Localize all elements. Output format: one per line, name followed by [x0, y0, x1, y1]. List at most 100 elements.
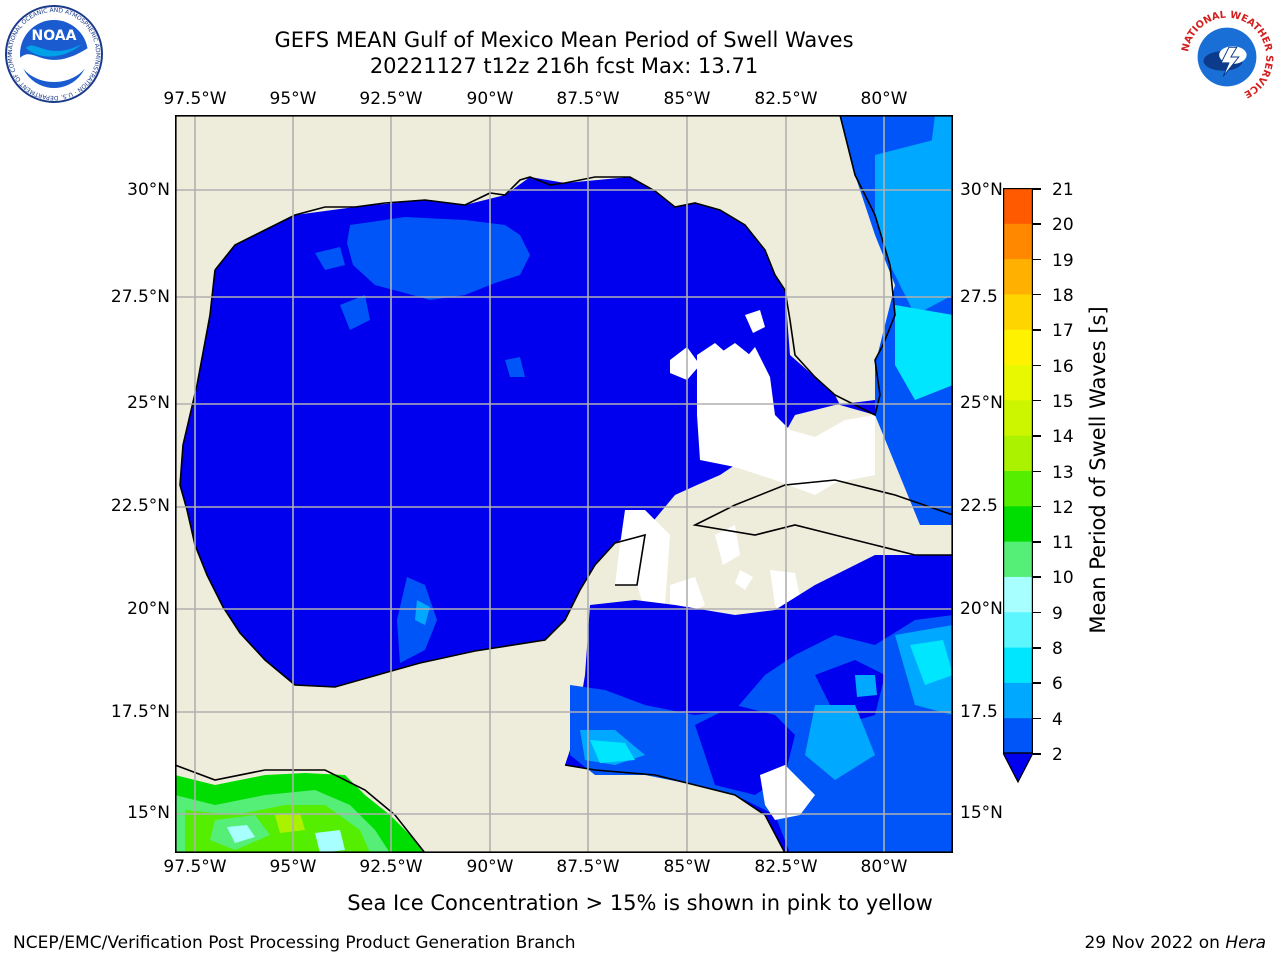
chart-subtitle: 20221127 t12z 216h fcst Max: 13.71 — [369, 54, 759, 78]
colorbar-tick: 15 — [1052, 391, 1074, 412]
lat-tick-right: 27.5 — [960, 287, 998, 307]
colorbar-cell — [1003, 611, 1033, 648]
pacific-water — [275, 813, 305, 833]
colorbar-tick: 6 — [1052, 674, 1063, 695]
lat-tick-left: 17.5°N — [110, 702, 170, 722]
colorbar-tick-mark — [1033, 470, 1041, 472]
lat-tick-right: 15°N — [960, 803, 1003, 823]
colorbar — [1003, 188, 1033, 784]
footer-host: Hera — [1225, 933, 1266, 953]
coastlines — [175, 115, 953, 853]
missing-data-patch — [735, 570, 753, 590]
caribbean-swell — [910, 640, 953, 685]
map-panel — [175, 115, 954, 854]
lon-tick-bottom: 80°W — [860, 857, 908, 877]
sea-ice-note: Sea Ice Concentration > 15% is shown in … — [347, 891, 933, 915]
coastline-pacific — [175, 764, 426, 853]
colorbar-tick: 8 — [1052, 639, 1063, 660]
lon-tick-bottom: 90°W — [466, 857, 514, 877]
coastline-mexico — [179, 269, 646, 688]
lat-tick-right: 25°N — [960, 393, 1003, 413]
colorbar-cell — [1003, 576, 1033, 613]
colorbar-tick: 14 — [1052, 427, 1074, 448]
atlantic-swell — [875, 135, 953, 315]
colorbar-cell — [1003, 682, 1033, 719]
gulf-shelf-swell — [347, 217, 530, 300]
colorbar-cell — [1003, 717, 1033, 754]
colorbar-cell — [1003, 541, 1033, 577]
colorbar-cell — [1003, 647, 1033, 683]
lon-tick-top: 87.5°W — [556, 89, 620, 109]
colorbar-tick-mark — [1033, 258, 1041, 261]
lat-tick-left: 15°N — [127, 803, 170, 823]
colorbar-tick: 9 — [1052, 603, 1063, 624]
nws-logo: NATIONAL WEATHER SERVICE — [1179, 10, 1274, 105]
lon-tick-top: 92.5°W — [359, 89, 423, 109]
missing-data-patch — [760, 765, 815, 820]
lat-tick-right: 30°N — [960, 180, 1003, 200]
colorbar-tick: 10 — [1052, 568, 1074, 589]
pacific-water — [227, 825, 255, 843]
caribbean-swell — [805, 705, 875, 780]
colorbar-tick-mark — [1033, 717, 1041, 720]
colorbar-tick: 20 — [1052, 215, 1074, 236]
atlantic-swell — [895, 305, 953, 400]
colorbar-tick-mark — [1033, 682, 1041, 684]
colorbar-cell — [1003, 188, 1033, 224]
missing-data-patch — [720, 343, 750, 377]
colorbar-tick: 19 — [1052, 250, 1074, 271]
footer-credit: NCEP/EMC/Verification Post Processing Pr… — [13, 933, 576, 953]
colorbar-cell — [1003, 329, 1033, 366]
colorbar-tick-mark — [1033, 753, 1041, 755]
colorbar-tick: 18 — [1052, 285, 1074, 306]
lat-tick-left: 25°N — [127, 393, 170, 413]
colorbar-tick: 13 — [1052, 462, 1074, 483]
footer-date: 29 Nov 2022 on Hera — [1084, 933, 1266, 953]
colorbar-tick: 16 — [1052, 356, 1074, 377]
map-frame — [175, 115, 954, 854]
colorbar-tick-mark — [1033, 188, 1041, 190]
lon-tick-bottom: 97.5°W — [163, 857, 227, 877]
colorbar-cell — [1003, 435, 1033, 471]
lon-tick-bottom: 95°W — [269, 857, 317, 877]
colorbar-tick: 21 — [1052, 180, 1074, 200]
colorbar-tick: 12 — [1052, 497, 1074, 518]
lon-tick-bottom: 87.5°W — [556, 857, 620, 877]
lon-tick-top: 80°W — [860, 89, 908, 109]
colorbar-tick-mark — [1033, 505, 1041, 508]
colorbar-tick-mark — [1033, 576, 1041, 578]
colorbar-tick-mark — [1033, 364, 1041, 367]
missing-data-patch — [715, 525, 740, 565]
lon-tick-bottom: 85°W — [663, 857, 711, 877]
colorbar-cell — [1003, 293, 1033, 330]
gulf-shelf-swell — [505, 357, 525, 377]
lon-tick-top: 95°W — [269, 89, 317, 109]
colorbar-cell — [1003, 364, 1033, 401]
colorbar-tick: 11 — [1052, 533, 1074, 554]
colorbar-extend-arrow — [1003, 752, 1033, 784]
caribbean-swell — [590, 740, 635, 763]
colorbar-tick: 4 — [1052, 709, 1063, 730]
noaa-text: NOAA — [32, 28, 77, 44]
campeche-swell — [415, 600, 430, 625]
caribbean-swell — [855, 675, 877, 697]
colorbar-label: Mean Period of Swell Waves [s] — [1086, 306, 1110, 634]
noaa-logo: NATIONAL OCEANIC AND ATMOSPHERIC ADMINIS… — [4, 4, 103, 103]
gulf-shelf-swell — [315, 247, 345, 270]
lat-tick-left: 20°N — [127, 599, 170, 619]
lat-tick-right: 20°N — [960, 599, 1003, 619]
lat-tick-left: 22.5°N — [110, 496, 170, 516]
colorbar-frame — [1003, 188, 1033, 754]
coastline-cuba — [692, 479, 953, 556]
colorbar-tick-mark — [1033, 293, 1041, 296]
lat-tick-left: 27.5°N — [110, 287, 170, 307]
colorbar-tick-mark — [1033, 329, 1041, 331]
colorbar-cell — [1003, 399, 1033, 436]
coastline-us-gulf — [214, 115, 896, 417]
atlantic-swell — [930, 115, 953, 175]
colorbar-tick-mark — [1033, 611, 1041, 614]
colorbar-tick-mark — [1033, 399, 1041, 402]
colorbar-tick: 2 — [1052, 745, 1063, 765]
colorbar-cell — [1003, 470, 1033, 507]
footer-date-text: 29 Nov 2022 on — [1084, 933, 1220, 953]
